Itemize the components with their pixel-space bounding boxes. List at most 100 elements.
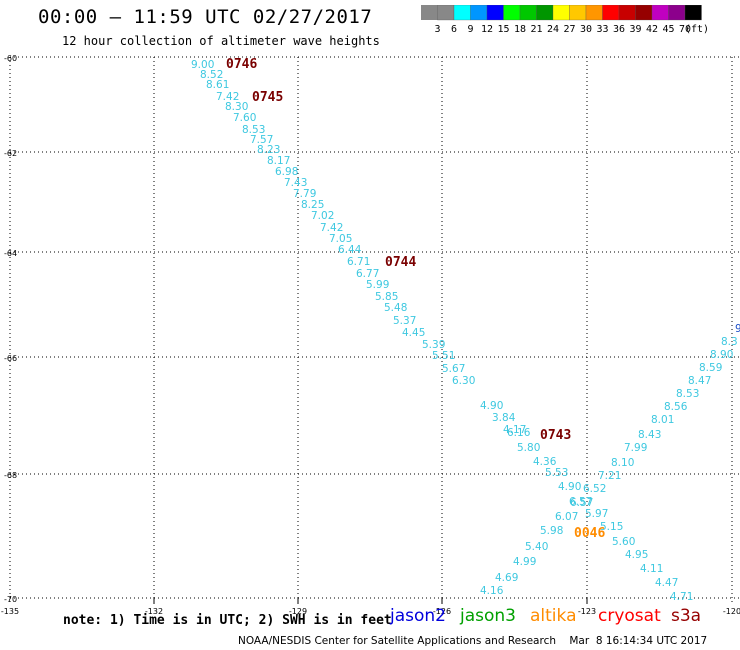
swh-value-label: 4.47 bbox=[655, 577, 678, 589]
swh-value-label: 7.99 bbox=[624, 442, 647, 454]
swh-value-label: 5.97 bbox=[585, 508, 608, 520]
swh-value-label: 7.60 bbox=[233, 112, 256, 124]
pass-time-label: 0746 bbox=[226, 57, 257, 72]
swh-value-label: 4.16 bbox=[480, 585, 504, 597]
latitude-label: -70 bbox=[4, 595, 17, 604]
longitude-label: -132 bbox=[145, 607, 163, 616]
swh-value-label: 5.53 bbox=[545, 467, 568, 479]
swh-value-label: 4.17 bbox=[503, 424, 526, 436]
wave-height-colorbar: 3 6 9 12 15 18 21 24 27 30 33 36 39 42 45 70(ft) bbox=[421, 5, 709, 35]
altimeter-track-2: 98.38.908.598.478.538.568.01 8.437.99 8.10… bbox=[570, 323, 740, 603]
satellite-legend-altika: altika bbox=[530, 606, 577, 626]
swh-value-label: 8.3 bbox=[721, 336, 738, 348]
latitude-label: -64 bbox=[4, 249, 17, 258]
latitude-label: -60 bbox=[4, 54, 17, 63]
swh-value-label: 7.42 bbox=[320, 222, 343, 234]
swh-value-label: 8.25 bbox=[301, 199, 324, 211]
pass-time-label: 0743 bbox=[540, 428, 571, 443]
swh-value-label: 5.37 bbox=[393, 315, 416, 327]
swh-value-label: 8.01 bbox=[651, 414, 674, 426]
swh-value-label: 7.42 bbox=[216, 91, 239, 103]
swh-value-label: 5.39 bbox=[422, 339, 445, 351]
swh-value-label: 5.48 bbox=[384, 302, 407, 314]
longitude-label: -135 bbox=[1, 607, 19, 616]
latitude-label: -68 bbox=[4, 471, 17, 480]
swh-value-label: 6.98 bbox=[275, 166, 298, 178]
satellite-legend-jason3: jason3 bbox=[460, 606, 516, 626]
colorbar-swatch bbox=[684, 5, 702, 21]
swh-value-label: 5.80 bbox=[517, 442, 540, 454]
swh-value-label: 8.90 bbox=[710, 349, 733, 361]
colorbar-tick-label: 12 bbox=[481, 24, 493, 35]
swh-value-label: 8.17 bbox=[267, 155, 290, 167]
satellite-legend-cryosat: cryosat bbox=[598, 606, 661, 626]
swh-value-label: 8.53 bbox=[242, 124, 265, 136]
swh-value-label: 8.59 bbox=[699, 362, 722, 374]
colorbar-tick-label: 27 bbox=[563, 24, 575, 35]
swh-value-label: 7.05 bbox=[329, 233, 352, 245]
colorbar-tick-label: 9 bbox=[467, 24, 473, 35]
swh-value-label: 8.23 bbox=[257, 144, 280, 156]
longitude-label: -123 bbox=[578, 607, 596, 616]
altimeter-track-1: 9.008.528.617.428.307.608.537.578.238.17… bbox=[191, 59, 592, 597]
swh-value-label: 6.52 bbox=[583, 483, 606, 495]
swh-value-label: 6.44 bbox=[338, 244, 362, 256]
swh-value-label: 8.30 bbox=[225, 101, 248, 113]
swh-value-label: 9 bbox=[735, 323, 740, 335]
swh-value-label: 7.21 bbox=[598, 470, 621, 482]
colorbar-tick-label: 3 bbox=[434, 24, 440, 35]
satellite-legend-s3a: s3a bbox=[671, 606, 702, 626]
swh-value-label: 4.45 bbox=[402, 327, 425, 339]
swh-value-label: 4.11 bbox=[640, 563, 663, 575]
swh-value-label: 5.60 bbox=[612, 536, 635, 548]
swh-value-label: 7.02 bbox=[311, 210, 334, 222]
swh-value-label: 6.07 bbox=[555, 511, 578, 523]
swh-value-label: 6.71 bbox=[347, 256, 370, 268]
colorbar-leading-swatch bbox=[421, 5, 438, 20]
swh-value-label: 9.00 bbox=[191, 59, 214, 71]
swh-value-label: 5.15 bbox=[600, 521, 623, 533]
swh-value-label: 6.30 bbox=[452, 375, 475, 387]
swh-value-label: 4.71 bbox=[670, 591, 693, 603]
satellite-legend-jason2: jason2 bbox=[390, 606, 446, 626]
longitude-label: -129 bbox=[289, 607, 307, 616]
pass-time-label: 0046 bbox=[574, 526, 605, 541]
swh-value-label: 8.61 bbox=[206, 79, 229, 91]
swh-value-label: 8.52 bbox=[200, 69, 223, 81]
swh-value-label: 8.47 bbox=[688, 375, 711, 387]
swh-value-label: 4.90 bbox=[558, 481, 581, 493]
axis-labels: -60 -62 -64 -66 -68 -70 -135 -132 -129 -126 -123 -1… bbox=[1, 54, 740, 616]
colorbar-tick-label: 36 bbox=[613, 24, 625, 35]
latitude-label: -66 bbox=[4, 354, 17, 363]
pass-time-label: 0745 bbox=[252, 90, 283, 105]
swh-value-label: 4.99 bbox=[513, 556, 536, 568]
footer-note: note: 1) Time is in UTC; 2) SWH is in fe… bbox=[63, 613, 392, 628]
colorbar-tick-label: 42 bbox=[646, 24, 658, 35]
pass-time-label: 0744 bbox=[385, 255, 416, 270]
swh-value-label: 5.40 bbox=[525, 541, 548, 553]
swh-value-label: 6.57 bbox=[569, 496, 592, 508]
colorbar-tick-label: 33 bbox=[596, 24, 608, 35]
swh-value-label: 7.57 bbox=[250, 134, 273, 146]
swh-value-label: 5.98 bbox=[540, 525, 563, 537]
pass-time-labels: 0746 0745 0744 0743 0046 bbox=[226, 57, 605, 541]
latitude-label: -62 bbox=[4, 149, 17, 158]
swh-value-label: 4.95 bbox=[625, 549, 648, 561]
swh-value-label: 4.69 bbox=[495, 572, 518, 584]
swh-value-label: 5.99 bbox=[366, 279, 389, 291]
swh-value-label: 3.84 bbox=[492, 412, 516, 424]
colorbar-tick-label: 15 bbox=[497, 24, 509, 35]
swh-value-label: 5.85 bbox=[375, 291, 398, 303]
colorbar-tick-label: 30 bbox=[580, 24, 592, 35]
colorbar-tick-label: 21 bbox=[530, 24, 542, 35]
swh-value-label: 7.79 bbox=[293, 188, 316, 200]
page-subtitle: 12 hour collection of altimeter wave hei… bbox=[62, 34, 380, 48]
longitude-label: -120 bbox=[723, 607, 740, 616]
colorbar-tick-label: 45 bbox=[662, 24, 674, 35]
swh-value-label: 5.67 bbox=[442, 363, 465, 375]
colorbar-tick-label: 18 bbox=[514, 24, 526, 35]
swh-value-label: 5.51 bbox=[432, 350, 455, 362]
swh-value-label: 8.43 bbox=[638, 429, 661, 441]
